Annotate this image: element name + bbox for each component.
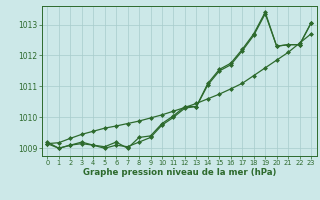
X-axis label: Graphe pression niveau de la mer (hPa): Graphe pression niveau de la mer (hPa) — [83, 168, 276, 177]
